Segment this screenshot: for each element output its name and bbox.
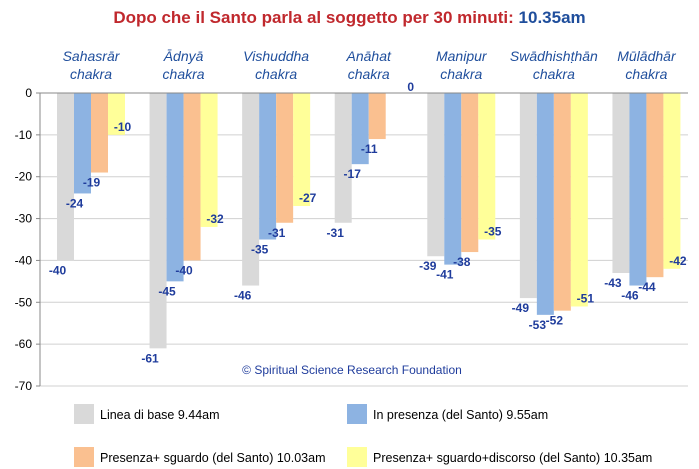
data-label: -40 xyxy=(175,263,193,277)
bar xyxy=(149,93,167,349)
data-label: 0 xyxy=(407,80,414,94)
bar xyxy=(444,93,462,265)
bar xyxy=(91,93,108,173)
bar xyxy=(663,93,681,269)
category-label: chakra xyxy=(348,66,390,82)
bar xyxy=(200,93,218,227)
data-label: -51 xyxy=(577,291,595,305)
data-labels: -40-61-46-31-39-49-43-24-45-35-17-41-53-… xyxy=(49,80,687,365)
y-tick-label: -20 xyxy=(15,170,33,184)
y-tick-label: -50 xyxy=(15,295,33,309)
chart-title-main: Dopo che il Santo parla al soggetto per … xyxy=(113,8,514,27)
legend-label: Presenza+ sguardo (del Santo) 10.03am xyxy=(100,451,326,465)
chart-title-time: 10.35am xyxy=(518,8,586,27)
legend-label: Presenza+ sguardo+discorso (del Santo) 1… xyxy=(373,451,652,465)
category-label: Ādnyā xyxy=(163,48,204,64)
data-label: -38 xyxy=(453,255,471,269)
legend-label: Linea di base 9.44am xyxy=(100,408,220,422)
category-label: chakra xyxy=(163,66,205,82)
bar xyxy=(536,93,554,315)
y-tick-label: -30 xyxy=(15,212,33,226)
category-labels: Sahasrār chakra Ādnyā chakra Vishuddha chakra… xyxy=(63,48,677,82)
legend: Linea di base 9.44am In presenza (del San… xyxy=(74,404,652,467)
bar xyxy=(629,93,647,286)
bar xyxy=(259,93,277,240)
bar xyxy=(478,93,496,240)
data-label: -42 xyxy=(669,254,687,268)
bar xyxy=(334,93,352,223)
data-label: -32 xyxy=(206,212,224,226)
bar xyxy=(461,93,479,253)
data-label: -11 xyxy=(361,142,378,156)
y-tick-labels: 0 -10 -20 -30 -40 -50 -60 -70 xyxy=(15,86,33,393)
data-label: -19 xyxy=(83,176,101,190)
legend-swatch xyxy=(347,447,367,467)
category-label: chakra xyxy=(533,66,575,82)
bar xyxy=(242,93,260,286)
category-label: Anāhat xyxy=(346,48,392,64)
y-tick-label: -70 xyxy=(15,379,33,393)
data-label: -45 xyxy=(158,284,176,298)
category-label: chakra xyxy=(440,66,482,82)
credit-text: © Spiritual Science Research Foundation xyxy=(242,363,462,377)
data-label: -46 xyxy=(234,289,252,303)
bar xyxy=(570,93,588,307)
data-label: -61 xyxy=(141,351,159,365)
data-label: -31 xyxy=(268,226,286,240)
bar xyxy=(612,93,630,273)
category-label: Swādhishṭhān xyxy=(510,48,598,64)
data-label: -39 xyxy=(419,259,437,273)
data-label: -10 xyxy=(114,120,132,134)
data-label: -31 xyxy=(327,226,345,240)
category-label: Sahasrār xyxy=(63,48,121,64)
bars xyxy=(57,93,681,349)
data-label: -24 xyxy=(66,196,84,210)
category-label: Mūlādhār xyxy=(617,48,677,64)
bar xyxy=(368,93,386,140)
bar xyxy=(57,93,74,261)
legend-swatch xyxy=(74,447,94,467)
data-label: -49 xyxy=(512,301,530,315)
category-label: Vishuddha xyxy=(243,48,309,64)
data-label: -53 xyxy=(529,318,547,332)
data-label: -40 xyxy=(49,263,67,277)
data-label: -35 xyxy=(484,225,502,239)
category-label: chakra xyxy=(255,66,297,82)
bar xyxy=(351,93,369,165)
legend-swatch xyxy=(347,404,367,424)
category-label: Manipur xyxy=(436,48,488,64)
category-label: chakra xyxy=(625,66,667,82)
legend-label: In presenza (del Santo) 9.55am xyxy=(373,408,548,422)
bar xyxy=(166,93,184,282)
axes xyxy=(36,92,688,387)
chart-title: Dopo che il Santo parla al soggetto per … xyxy=(0,8,699,28)
data-label: -27 xyxy=(299,191,317,205)
data-label: -46 xyxy=(621,289,639,303)
data-label: -44 xyxy=(638,280,656,294)
bar xyxy=(276,93,294,223)
y-tick-label: -10 xyxy=(15,128,33,142)
bar xyxy=(108,93,125,135)
data-label: -41 xyxy=(436,268,454,282)
data-label: -52 xyxy=(546,314,564,328)
data-label: -43 xyxy=(604,276,622,290)
category-label: chakra xyxy=(70,66,112,82)
y-tick-label: -40 xyxy=(15,253,33,267)
bar xyxy=(519,93,537,299)
bar xyxy=(553,93,571,311)
data-label: -35 xyxy=(251,243,269,257)
data-label: -17 xyxy=(344,167,362,181)
y-tick-label: 0 xyxy=(25,86,32,100)
bar xyxy=(646,93,664,278)
bar xyxy=(293,93,311,207)
bar xyxy=(74,93,91,194)
bar xyxy=(427,93,445,257)
bar xyxy=(183,93,201,261)
legend-swatch xyxy=(74,404,94,424)
y-tick-label: -60 xyxy=(15,337,33,351)
